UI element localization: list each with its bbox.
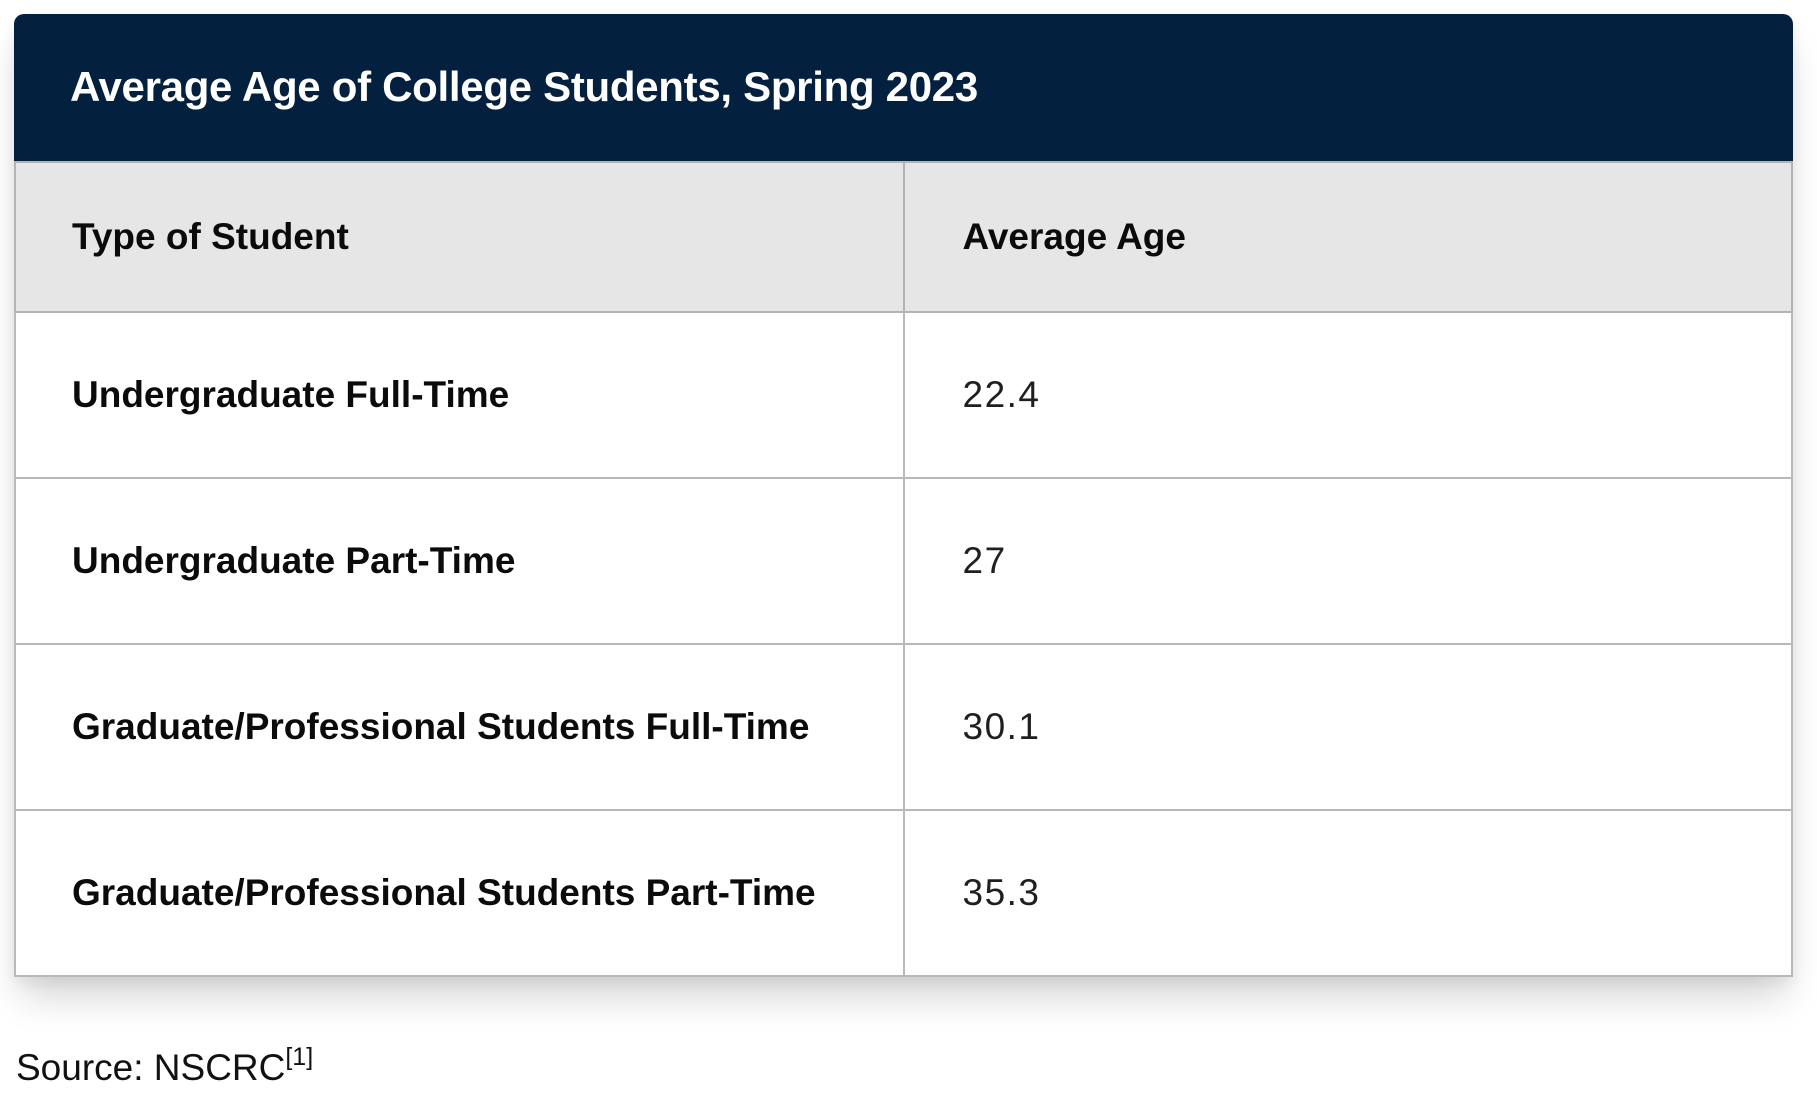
source-text: Source: NSCRC bbox=[16, 1047, 286, 1088]
table-title: Average Age of College Students, Spring … bbox=[70, 63, 978, 111]
student-type-cell: Undergraduate Full-Time bbox=[14, 311, 905, 479]
source-note: Source: NSCRC[1] bbox=[16, 1043, 314, 1090]
average-age-table: Type of Student Average Age Undergraduat… bbox=[14, 161, 1793, 977]
average-age-cell: 22.4 bbox=[902, 311, 1793, 479]
average-age-cell: 30.1 bbox=[902, 643, 1793, 811]
average-age-cell: 35.3 bbox=[902, 809, 1793, 977]
table-row: Undergraduate Full-Time 22.4 bbox=[14, 311, 1793, 479]
average-age-table-card: Average Age of College Students, Spring … bbox=[14, 14, 1793, 977]
table-row: Graduate/Professional Students Part-Time… bbox=[14, 809, 1793, 977]
student-type-cell: Graduate/Professional Students Part-Time bbox=[14, 809, 905, 977]
student-type-cell: Undergraduate Part-Time bbox=[14, 477, 905, 645]
student-type-cell: Graduate/Professional Students Full-Time bbox=[14, 643, 905, 811]
table-title-bar: Average Age of College Students, Spring … bbox=[14, 14, 1793, 161]
column-header-average-age: Average Age bbox=[902, 161, 1793, 313]
table-row: Undergraduate Part-Time 27 bbox=[14, 477, 1793, 645]
column-header-type-of-student: Type of Student bbox=[14, 161, 905, 313]
average-age-cell: 27 bbox=[902, 477, 1793, 645]
table-header-row: Type of Student Average Age bbox=[14, 161, 1793, 313]
table-row: Graduate/Professional Students Full-Time… bbox=[14, 643, 1793, 811]
footnote-marker[interactable]: [1] bbox=[285, 1043, 314, 1071]
